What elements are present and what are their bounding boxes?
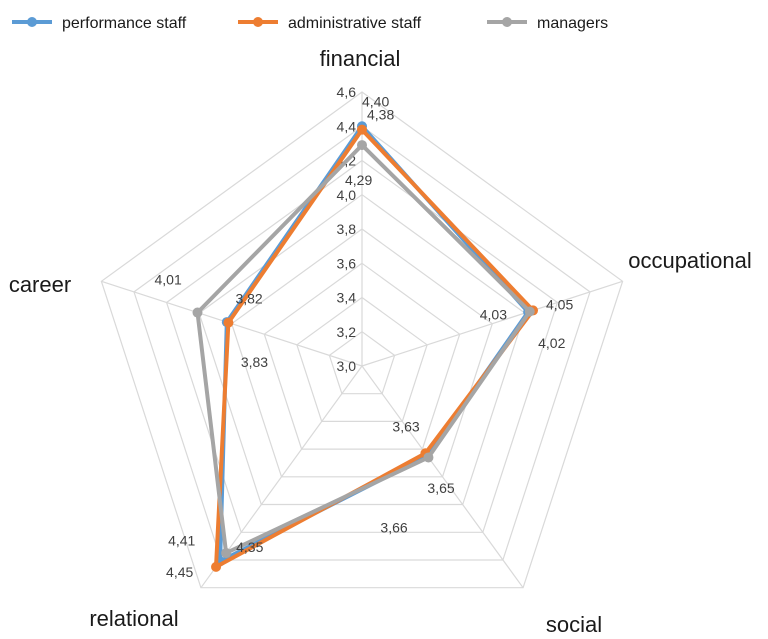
data-label: 4,03 <box>480 306 507 322</box>
grid-ring <box>198 193 526 506</box>
axis-label-occupational: occupational <box>628 248 752 273</box>
axis-labels: financial occupational social relational car… <box>9 46 752 637</box>
series-group <box>192 121 539 572</box>
axis-label-career: career <box>9 272 71 297</box>
series-point <box>357 124 367 135</box>
data-label: 3,82 <box>235 291 262 307</box>
series-point <box>192 307 203 318</box>
data-label: 4,05 <box>546 296 573 312</box>
series-point <box>524 306 535 317</box>
data-label: 4,45 <box>166 564 193 580</box>
data-label: 3,66 <box>380 519 407 535</box>
data-labels: 4,40 4,02 3,65 4,41 3,83 4,38 4,05 3,63 4,45 3,82… <box>155 93 574 580</box>
radar-grid <box>100 91 624 589</box>
data-label: 4,41 <box>168 532 195 548</box>
grid-ring <box>263 262 461 450</box>
axis-label-relational: relational <box>89 606 178 631</box>
radial-tick-labels: 3,03,23,43,63,84,04,24,44,6 <box>337 84 357 374</box>
tick-label: 3,8 <box>337 221 357 237</box>
tick-label: 4,0 <box>337 187 357 203</box>
tick-label: 3,6 <box>337 255 357 271</box>
tick-label: 3,0 <box>337 358 357 374</box>
data-label: 3,65 <box>427 480 454 496</box>
series-line-performance-staff <box>218 124 531 564</box>
grid-ring <box>100 91 624 589</box>
data-label: 4,29 <box>345 172 372 188</box>
legend-marker <box>502 17 512 27</box>
legend-marker <box>253 17 263 27</box>
legend-marker <box>27 17 37 27</box>
grid-ring <box>328 330 396 395</box>
grid-ring <box>133 125 591 561</box>
data-label: 3,63 <box>392 418 419 434</box>
series-line-managers <box>195 143 532 555</box>
grid-ring <box>296 296 428 422</box>
grid-ring <box>165 159 559 533</box>
grid-ring <box>230 228 494 478</box>
legend-label: administrative staff <box>288 15 422 32</box>
grid-spoke <box>361 365 524 589</box>
grid-spoke <box>361 280 623 367</box>
legend-label: performance staff <box>62 15 187 32</box>
series-point <box>423 452 434 463</box>
tick-label: 3,4 <box>337 290 357 306</box>
data-label: 4,01 <box>155 272 182 288</box>
tick-label: 4,4 <box>337 118 357 134</box>
legend: performance staff administrative staff man… <box>12 15 608 32</box>
axis-label-social: social <box>546 612 602 637</box>
tick-label: 4,6 <box>337 84 357 100</box>
series-point <box>211 561 222 572</box>
series-point <box>223 317 234 328</box>
series-point <box>221 548 232 559</box>
data-label: 4,40 <box>362 93 389 109</box>
series-point <box>357 140 367 151</box>
data-label: 4,35 <box>236 539 263 555</box>
data-label: 3,83 <box>241 354 268 370</box>
tick-label: 3,2 <box>337 324 357 340</box>
axis-label-financial: financial <box>320 46 401 71</box>
data-label: 4,02 <box>538 335 565 351</box>
legend-label: managers <box>537 15 608 32</box>
data-label: 4,38 <box>367 107 394 123</box>
